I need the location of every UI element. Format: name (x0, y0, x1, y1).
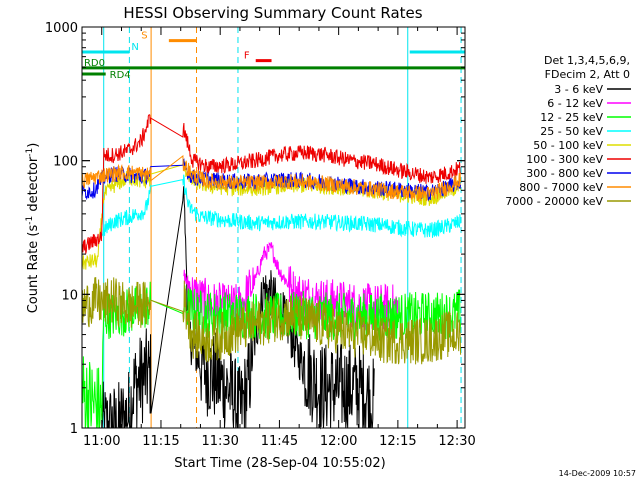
footer-date: 14-Dec-2009 10:57 (559, 469, 636, 478)
x-tick-label-6: 12:30 (438, 434, 475, 449)
legend-label-3: 25 - 50 keV (540, 125, 603, 138)
y-tick-label-1: 10 (61, 288, 78, 303)
y-tick-label-2: 100 (53, 155, 78, 170)
legend-label-5: 100 - 300 keV (526, 153, 603, 166)
series-line-7 (81, 155, 462, 202)
axes: 1 10 100 1000 11:00 11:15 11:30 11:45 12:00 12:15… (45, 21, 476, 449)
series-line-8 (81, 277, 462, 365)
plot-frame (81, 26, 466, 429)
y-axis-label-sup1: -1 (25, 216, 35, 225)
y-tick-label-3: 1000 (45, 21, 78, 36)
flag-label-RD0: RD0 (84, 58, 105, 69)
x-axis-label: Start Time (28-Sep-04 10:55:02) (174, 456, 385, 471)
chart-title: HESSI Observing Summary Count Rates (123, 4, 422, 22)
x-tick-label-2: 11:30 (201, 434, 238, 449)
flag-label-S: S (141, 31, 147, 42)
legend-label-0: 3 - 6 keV (554, 83, 603, 96)
y-axis-label-sup2: -1 (25, 148, 35, 157)
legend-label-1: 6 - 12 keV (547, 97, 603, 110)
y-axis-label-part2: detector (26, 156, 41, 216)
legend-label-6: 300 - 800 keV (526, 167, 603, 180)
legend-label-2: 12 - 25 keV (540, 111, 603, 124)
legend-label-7: 800 - 7000 keV (519, 181, 603, 194)
flag-label-N: N (131, 42, 138, 53)
y-axis-label-part1: Count Rate (s (26, 225, 41, 314)
x-tick-label-0: 11:00 (83, 434, 120, 449)
series-line-3 (101, 174, 462, 238)
legend-label-8: 7000 - 20000 keV (505, 195, 603, 208)
y-axis-label: Count Rate (s-1 detector-1) (25, 143, 41, 314)
legend: Det 1,3,4,5,6,9,FDecim 2, Att 0 3 - 6 keV… (505, 54, 631, 208)
flag-label-RD4: RD4 (110, 70, 131, 81)
legend-label-4: 50 - 100 keV (533, 139, 603, 152)
legend-header-1: FDecim 2, Att 0 (545, 68, 630, 81)
x-tick-label-5: 12:15 (379, 434, 416, 449)
legend-header-0: Det 1,3,4,5,6,9, (544, 54, 630, 67)
x-tick-label-3: 11:45 (261, 434, 298, 449)
flag-label-F: F (244, 51, 250, 62)
y-axis-label-part3: ) (26, 143, 41, 148)
y-tick-label-0: 1 (70, 422, 78, 437)
x-tick-label-4: 12:00 (320, 434, 357, 449)
series-line-5 (81, 114, 462, 254)
x-tick-label-1: 11:15 (142, 434, 179, 449)
plot-area: NS F RD0 RD4 (81, 27, 465, 430)
